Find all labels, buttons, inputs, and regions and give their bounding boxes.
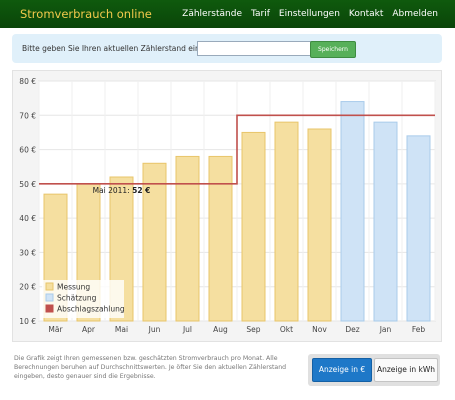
- top-navigation-bar: Stromverbrauch online Zählerstände Tarif…: [0, 0, 455, 28]
- bar-messung-jun: [142, 162, 167, 322]
- save-button[interactable]: Speichern: [310, 41, 356, 58]
- bar-messung-sep: [241, 131, 266, 322]
- legend-label-schätzung: Schätzung: [57, 294, 97, 303]
- x-tick-label: Sep: [246, 325, 260, 334]
- y-tick-label: 40 €: [19, 214, 36, 223]
- x-tick-label: Jul: [182, 325, 192, 334]
- y-tick-label: 50 €: [19, 180, 36, 189]
- y-tick-label: 80 €: [19, 77, 36, 86]
- main-nav: Zählerstände Tarif Einstellungen Kontakt…: [182, 9, 438, 19]
- nav-item-zaehlerstaende[interactable]: Zählerstände: [182, 9, 242, 19]
- bar-schätzung-jan: [373, 121, 398, 322]
- unit-toggle: Anzeige in € Anzeige in kWh: [308, 354, 440, 386]
- legend-label-messung: Messung: [57, 283, 90, 292]
- x-tick-label: Jan: [379, 325, 392, 334]
- y-tick-label: 10 €: [19, 317, 36, 326]
- x-tick-label: Okt: [280, 325, 293, 334]
- chart-description: Die Grafik zeigt Ihren gemessenen bzw. g…: [14, 355, 287, 380]
- bar-messung-jul: [175, 155, 200, 322]
- line-abschlagszahlung: [39, 114, 435, 185]
- bar-messung-okt: [274, 121, 299, 322]
- tooltip: Mai 2011: 52 €: [93, 186, 151, 195]
- bar-schätzung-feb: [406, 135, 431, 322]
- chart-legend: Messung Schätzung Abschlagszahlung: [42, 280, 125, 318]
- y-tick-label: 30 €: [19, 248, 36, 257]
- tooltip-value: 52 €: [132, 186, 150, 195]
- x-tick-label: Nov: [312, 325, 327, 334]
- bar-messung-nov: [307, 128, 332, 322]
- brand-title[interactable]: Stromverbrauch online: [20, 7, 152, 21]
- x-tick-label: Mai: [115, 325, 128, 334]
- nav-item-kontakt[interactable]: Kontakt: [348, 9, 384, 19]
- legend-label-abschlagszahlung: Abschlagszahlung: [57, 305, 125, 314]
- x-tick-label: Jun: [148, 325, 161, 334]
- bar-schätzung-dez: [340, 101, 365, 322]
- x-tick-label: Feb: [412, 325, 426, 334]
- x-tick-label: Apr: [82, 325, 96, 334]
- x-tick-label: Dez: [345, 325, 359, 334]
- x-tick-label: Aug: [213, 325, 228, 334]
- meter-reading-label: Bitte geben Sie Ihren aktuellen Zählerst…: [22, 44, 203, 53]
- show-kwh-button[interactable]: Anzeige in kWh: [374, 358, 438, 382]
- y-tick-label: 70 €: [19, 111, 36, 120]
- consumption-chart-panel: 10 € 20 € 30 € 40 € 50 € 60 € 70 € 80 € Mär Apr Ma…: [12, 70, 442, 342]
- meter-reading-form: Bitte geben Sie Ihren aktuellen Zählerst…: [12, 34, 442, 63]
- legend-swatch-messung: [45, 282, 54, 291]
- legend-swatch-abschlagszahlung: [45, 304, 54, 313]
- x-tick-label: Mär: [48, 325, 63, 334]
- legend-swatch-schätzung: [45, 293, 54, 302]
- nav-item-abmelden[interactable]: Abmelden: [392, 9, 438, 19]
- y-tick-label: 60 €: [19, 146, 36, 155]
- nav-item-einstellungen[interactable]: Einstellungen: [278, 9, 340, 19]
- y-tick-label: 20 €: [19, 283, 36, 292]
- consumption-chart: 10 € 20 € 30 € 40 € 50 € 60 € 70 € 80 € Mär Apr Ma…: [19, 77, 436, 334]
- nav-item-tarif[interactable]: Tarif: [250, 9, 270, 19]
- tooltip-label: Mai 2011:: [93, 186, 133, 195]
- bar-messung-aug: [208, 155, 233, 322]
- show-euro-button[interactable]: Anzeige in €: [312, 358, 372, 382]
- meter-reading-input[interactable]: [197, 41, 313, 56]
- legend-background: [42, 280, 124, 318]
